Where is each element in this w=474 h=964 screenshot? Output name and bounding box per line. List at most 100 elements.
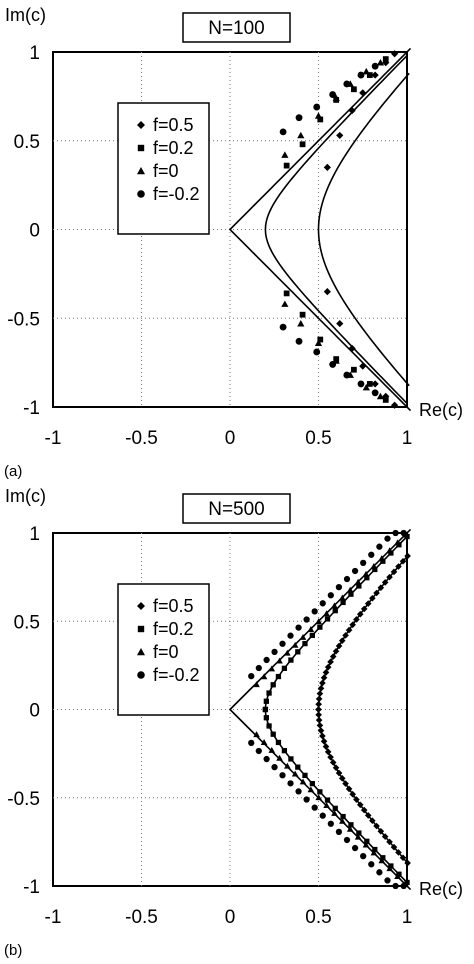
legend-marker: [137, 602, 145, 610]
data-point: [315, 716, 323, 724]
data-point: [279, 772, 286, 779]
x-tick-label: -1: [45, 428, 62, 449]
y-tick-label: 0: [29, 221, 40, 242]
data-point: [302, 640, 308, 647]
data-point: [260, 673, 268, 680]
data-point: [335, 583, 343, 591]
data-point: [370, 562, 378, 569]
chart-title: N=500: [208, 499, 265, 520]
data-point: [311, 804, 318, 811]
data-point: [332, 94, 340, 102]
data-point: [348, 344, 356, 353]
data-point: [284, 762, 291, 769]
data-point: [381, 833, 389, 840]
boundary-curve-f02: [264, 54, 408, 405]
data-point: [362, 570, 370, 577]
data-point: [283, 162, 290, 169]
x-tick-label: 1: [402, 428, 413, 449]
data-point: [323, 610, 330, 617]
data-point: [362, 383, 370, 391]
data-point: [263, 755, 270, 763]
data-point: [368, 861, 375, 868]
data-point: [388, 863, 394, 869]
data-point: [343, 836, 351, 844]
data-point: [303, 616, 310, 623]
data-point: [295, 114, 303, 122]
data-point: [364, 575, 370, 581]
x-axis-label: Re(c): [419, 400, 463, 420]
data-point: [382, 397, 389, 403]
data-point: [329, 759, 337, 766]
data-point: [279, 323, 287, 331]
legend-marker: [137, 121, 145, 129]
data-point: [343, 371, 351, 379]
data-point: [314, 112, 323, 119]
data-point: [359, 89, 367, 97]
data-point: [376, 543, 383, 550]
data-point: [324, 663, 332, 671]
data-point: [263, 698, 269, 704]
data-point: [315, 618, 323, 625]
data-point: [327, 753, 334, 761]
data-point: [299, 311, 306, 318]
data-point: [376, 869, 383, 876]
data-point: [351, 366, 357, 373]
data-point: [323, 288, 331, 296]
data-point: [323, 802, 330, 809]
data-point: [346, 586, 354, 593]
data-point: [323, 163, 331, 171]
data-point: [317, 116, 324, 123]
data-point: [339, 594, 346, 601]
data-point: [362, 67, 370, 75]
data-point: [376, 392, 385, 400]
data-point: [369, 817, 376, 824]
series-f-0-2: [279, 62, 379, 397]
data-point: [327, 592, 334, 599]
data-point: [382, 56, 389, 62]
data-point: [359, 362, 367, 370]
data-point: [291, 641, 299, 648]
data-point: [248, 739, 255, 747]
data-point: [371, 71, 379, 79]
data-point: [371, 62, 379, 70]
data-point: [299, 141, 306, 148]
x-tick-label: -0.5: [125, 907, 158, 928]
data-point: [356, 610, 364, 618]
data-point: [335, 828, 343, 836]
data-point: [339, 817, 346, 824]
x-tick-label: 0: [225, 907, 236, 928]
legend-entry: f=0: [153, 161, 179, 181]
data-point: [353, 616, 360, 623]
data-point: [343, 80, 351, 88]
data-point: [320, 737, 328, 745]
data-point: [270, 682, 276, 688]
data-point: [357, 71, 365, 79]
data-point: [255, 664, 262, 672]
panel-label: (b): [4, 942, 22, 959]
data-point: [351, 844, 359, 852]
series-f-0-5: [315, 552, 411, 867]
data-point: [404, 859, 411, 867]
data-point: [281, 151, 289, 158]
data-point: [317, 624, 323, 630]
data-point: [357, 380, 365, 388]
data-point: [299, 633, 307, 640]
y-tick-label: 1: [29, 43, 40, 64]
data-point: [354, 833, 362, 840]
data-point: [338, 637, 346, 644]
data-point: [378, 857, 386, 864]
data-point: [319, 679, 326, 687]
legend-marker: [137, 648, 145, 656]
legend-entry: f=0: [153, 642, 179, 662]
data-point: [332, 805, 338, 811]
data-point: [332, 764, 340, 772]
legend-box: [117, 102, 210, 235]
data-point: [291, 770, 299, 777]
data-point: [316, 722, 324, 729]
data-point: [362, 841, 370, 848]
x-axis-label: Re(c): [419, 879, 463, 899]
y-tick-label: -0.5: [7, 309, 40, 330]
y-tick-label: 0.5: [14, 612, 40, 633]
data-point: [287, 632, 294, 639]
data-point: [364, 838, 370, 844]
